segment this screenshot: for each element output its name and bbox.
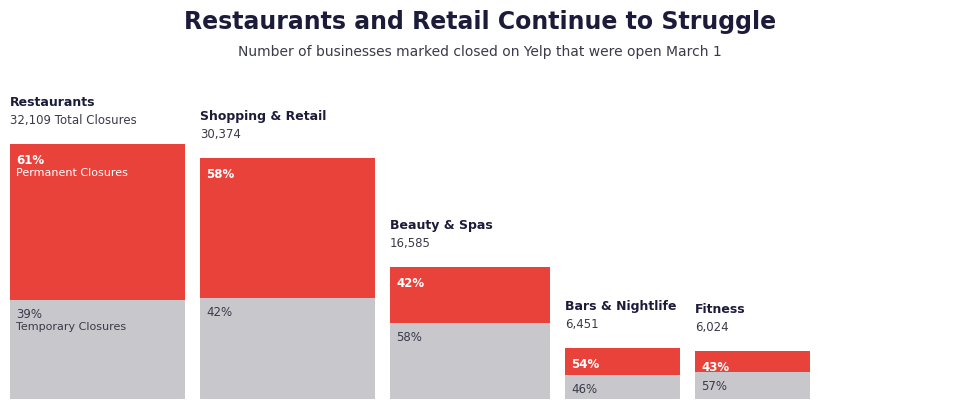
- Text: 61%: 61%: [16, 154, 44, 167]
- Text: 42%: 42%: [206, 306, 232, 319]
- Text: Fitness: Fitness: [695, 303, 746, 316]
- Text: 58%: 58%: [206, 168, 234, 181]
- Bar: [390, 267, 550, 323]
- Text: Shopping & Retail: Shopping & Retail: [200, 110, 326, 123]
- Text: 57%: 57%: [701, 380, 727, 393]
- Text: 16,585: 16,585: [390, 237, 431, 250]
- Bar: [10, 299, 185, 399]
- Bar: [565, 375, 680, 399]
- Text: 39%: 39%: [16, 308, 42, 321]
- Bar: [390, 323, 550, 399]
- Bar: [10, 144, 185, 299]
- Text: 42%: 42%: [396, 277, 424, 290]
- Bar: [695, 372, 810, 399]
- Text: 58%: 58%: [396, 330, 421, 344]
- Text: Beauty & Spas: Beauty & Spas: [390, 219, 492, 232]
- Bar: [565, 348, 680, 375]
- Text: 30,374: 30,374: [200, 128, 241, 141]
- Text: 43%: 43%: [701, 361, 730, 374]
- Text: 6,024: 6,024: [695, 321, 729, 334]
- Text: Permanent Closures: Permanent Closures: [16, 168, 128, 178]
- Text: 6,451: 6,451: [565, 318, 599, 331]
- Text: 46%: 46%: [571, 383, 597, 396]
- Bar: [695, 351, 810, 372]
- Text: Number of businesses marked closed on Yelp that were open March 1: Number of businesses marked closed on Ye…: [238, 45, 722, 59]
- Text: Restaurants: Restaurants: [10, 96, 95, 109]
- Text: 54%: 54%: [571, 358, 599, 371]
- Text: 32,109 Total Closures: 32,109 Total Closures: [10, 114, 136, 127]
- Bar: [200, 158, 375, 298]
- Text: Temporary Closures: Temporary Closures: [16, 321, 126, 332]
- Text: Bars & Nightlife: Bars & Nightlife: [565, 300, 677, 313]
- Text: Restaurants and Retail Continue to Struggle: Restaurants and Retail Continue to Strug…: [184, 10, 776, 34]
- Bar: [200, 298, 375, 399]
